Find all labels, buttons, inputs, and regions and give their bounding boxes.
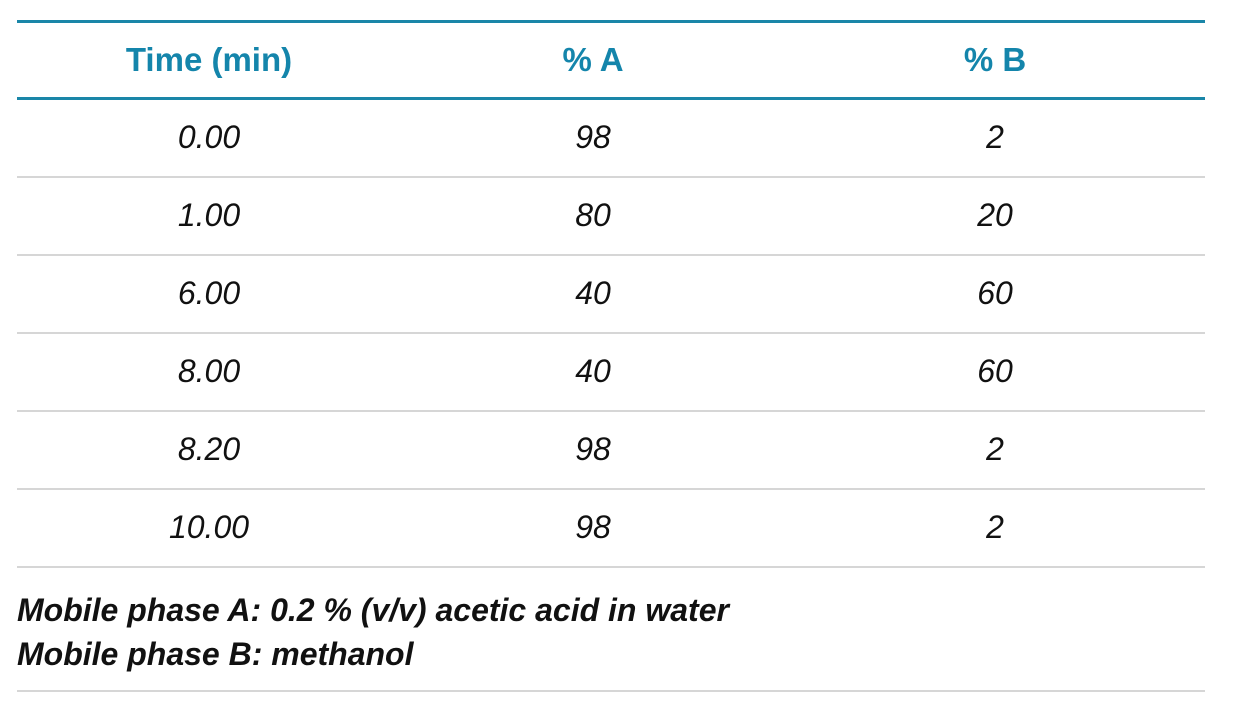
- table-row: 8.00 40 60: [17, 332, 1205, 412]
- cell-time: 6.00: [17, 254, 401, 334]
- cell-time: 0.00: [17, 98, 401, 178]
- cell-percent-a: 98: [401, 488, 785, 568]
- cell-percent-b: 60: [785, 254, 1205, 334]
- cell-percent-b: 2: [785, 488, 1205, 568]
- cell-percent-a: 40: [401, 254, 785, 334]
- gradient-table-document: Time (min) % A % B 0.00 98 2 1.00 80 20 …: [17, 20, 1205, 692]
- cell-percent-b: 60: [785, 332, 1205, 412]
- cell-percent-b: 20: [785, 176, 1205, 256]
- table-footnotes: Mobile phase A: 0.2 % (v/v) acetic acid …: [17, 568, 1205, 692]
- cell-percent-a: 80: [401, 176, 785, 256]
- header-time: Time (min): [17, 20, 401, 100]
- table-header-row: Time (min) % A % B: [17, 20, 1205, 100]
- table-row: 0.00 98 2: [17, 98, 1205, 178]
- header-percent-b: % B: [785, 20, 1205, 100]
- footnote-mobile-phase-a: Mobile phase A: 0.2 % (v/v) acetic acid …: [17, 591, 729, 628]
- table-row: 6.00 40 60: [17, 254, 1205, 334]
- cell-percent-a: 98: [401, 98, 785, 178]
- header-percent-a: % A: [401, 20, 785, 100]
- cell-time: 1.00: [17, 176, 401, 256]
- table-row: 10.00 98 2: [17, 488, 1205, 568]
- cell-time: 8.20: [17, 410, 401, 490]
- cell-time: 8.00: [17, 332, 401, 412]
- cell-percent-a: 98: [401, 410, 785, 490]
- cell-percent-a: 40: [401, 332, 785, 412]
- cell-time: 10.00: [17, 488, 401, 568]
- footnote-mobile-phase-b: Mobile phase B: methanol: [17, 635, 414, 672]
- cell-percent-b: 2: [785, 410, 1205, 490]
- gradient-table: Time (min) % A % B 0.00 98 2 1.00 80 20 …: [17, 20, 1205, 568]
- table-row: 1.00 80 20: [17, 176, 1205, 256]
- cell-percent-b: 2: [785, 98, 1205, 178]
- table-row: 8.20 98 2: [17, 410, 1205, 490]
